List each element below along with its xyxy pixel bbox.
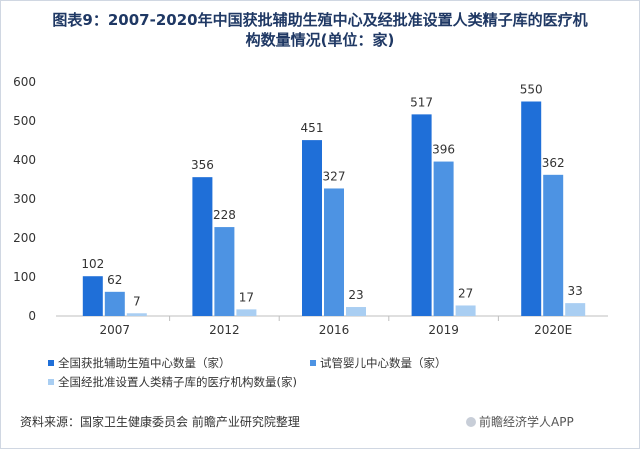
bar-2-2016 [324, 188, 344, 316]
legend-item-series-3: 全国经批准设置人类精子库的医疗机构数量(家) [48, 374, 297, 390]
data-label: 17 [239, 290, 254, 304]
y-tick-label: 400 [13, 153, 36, 167]
x-tick-label: 2007 [100, 323, 131, 337]
bar-2-2007 [104, 291, 125, 316]
bar-1-2012 [192, 177, 213, 316]
brand-logo-icon [466, 416, 476, 427]
data-label: 327 [323, 169, 346, 183]
data-label: 228 [213, 208, 236, 222]
bar-1-2016 [302, 140, 322, 316]
x-tick-label: 2019 [428, 323, 459, 337]
bar-1-2019 [411, 114, 432, 317]
brand-label: 前瞻经济学人APP [479, 415, 574, 429]
bar-3-2019 [455, 305, 476, 316]
legend-label-series-2: 试管婴儿中心数量（家） [320, 356, 447, 370]
data-label: 7 [133, 294, 141, 308]
data-label: 27 [458, 286, 473, 300]
y-tick-label: 0 [28, 309, 36, 323]
x-tick-label: 2012 [209, 323, 240, 337]
data-label: 23 [348, 288, 363, 302]
x-tick-label: 2016 [319, 323, 350, 337]
bar-2-2020E [543, 174, 564, 316]
bar-3-2020E [565, 303, 586, 316]
data-label: 451 [301, 121, 324, 135]
brand-credit: 前瞻经济学人APP [466, 413, 574, 430]
chart-title: 图表9：2007-2020年中国获批辅助生殖中心及经批准设置人类精子库的医疗机构… [52, 11, 588, 49]
data-label: 33 [568, 284, 583, 298]
legend-swatch-series-2 [310, 360, 316, 366]
bar-2-2019 [433, 161, 454, 316]
data-label: 62 [107, 273, 122, 287]
legend-item-series-2: 试管婴儿中心数量（家） [310, 355, 447, 371]
bar-2-2012 [214, 227, 235, 316]
data-label: 517 [410, 95, 433, 109]
legend-label-series-1: 全国获批辅助生殖中心数量（家） [58, 356, 231, 370]
data-label: 102 [81, 257, 104, 271]
data-label: 356 [191, 158, 214, 172]
legend-swatch-series-1 [48, 360, 54, 366]
bar-3-2012 [236, 309, 257, 316]
legend-swatch-series-3 [48, 379, 54, 385]
legend-item-series-1: 全国获批辅助生殖中心数量（家） [48, 355, 231, 371]
y-tick-label: 300 [13, 192, 36, 206]
bar-1-2007 [82, 276, 103, 316]
legend-label-series-3: 全国经批准设置人类精子库的医疗机构数量(家) [58, 375, 297, 389]
data-label: 362 [542, 156, 565, 170]
bar-3-2007 [126, 313, 147, 316]
y-tick-label: 500 [13, 114, 36, 128]
source-note: 资料来源：国家卫生健康委员会 前瞻产业研究院整理 [20, 415, 300, 429]
bar-3-2016 [346, 307, 366, 316]
data-label: 396 [432, 143, 455, 157]
x-tick-label: 2020E [534, 323, 572, 337]
data-label: 550 [520, 83, 543, 97]
y-tick-label: 100 [13, 270, 36, 284]
bar-1-2020E [521, 101, 542, 316]
y-tick-label: 200 [13, 231, 36, 245]
y-tick-label: 600 [13, 75, 36, 89]
